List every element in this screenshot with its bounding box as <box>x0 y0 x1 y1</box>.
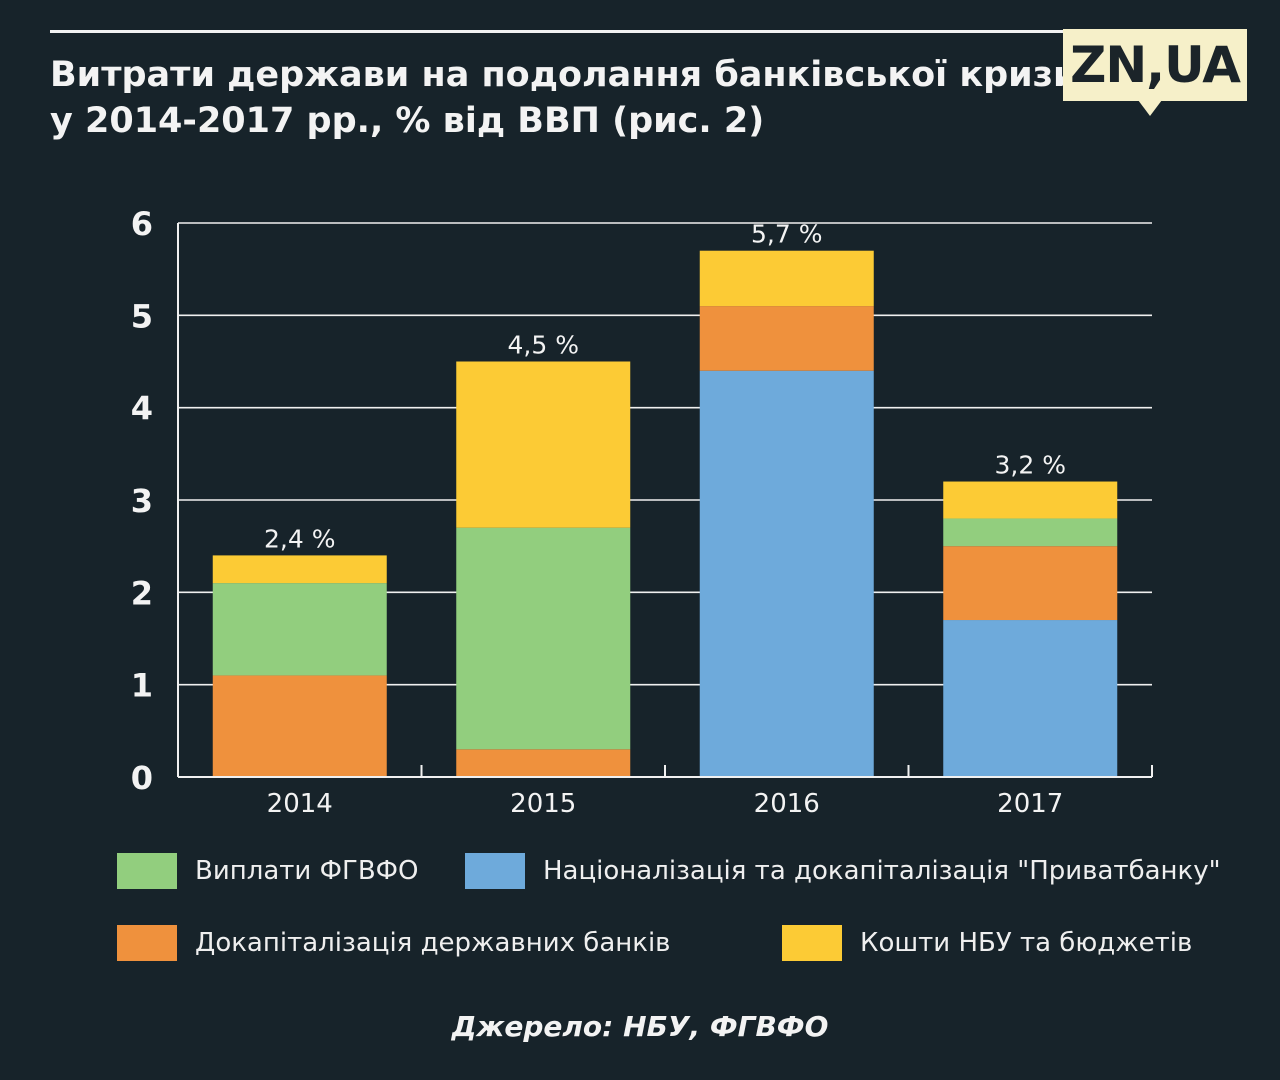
x-tick-label-2014: 2014 <box>267 789 333 819</box>
bar-segment-2014-statebanks <box>212 675 387 777</box>
total-label-2015: 4,5 % <box>508 331 579 360</box>
bar-segment-2016-statebanks <box>699 306 874 371</box>
x-tick-label-2017: 2017 <box>997 789 1063 819</box>
y-tick-label-3: 3 <box>131 482 153 520</box>
chart-title-line-2: у 2014-2017 рр., % від ВВП (рис. 2) <box>50 101 765 141</box>
x-tick-label-2016: 2016 <box>754 789 820 819</box>
legend-label-privatbank: Націоналізація та докапіталізація "Прива… <box>543 856 1221 886</box>
y-tick-label-0: 0 <box>131 759 153 797</box>
x-tick-label-2015: 2015 <box>510 789 576 819</box>
logo-text: ZN,UA <box>1070 36 1241 94</box>
y-tick-label-4: 4 <box>131 390 153 428</box>
bar-segment-2016-nbu <box>699 250 874 307</box>
bar-segment-2014-nbu <box>212 555 387 584</box>
bar-segment-2017-nbu <box>943 481 1118 519</box>
legend-swatch-state-banks <box>117 925 177 961</box>
y-tick-label-1: 1 <box>131 667 153 705</box>
legend-swatch-privatbank <box>465 853 525 889</box>
legend-label-state-banks: Докапіталізація державних банків <box>195 928 671 958</box>
legend-swatch-nbu-budgets <box>782 925 842 961</box>
total-label-2016: 5,7 % <box>751 220 822 249</box>
bar-segment-2014-fgvfo <box>212 583 387 676</box>
bar-segment-2015-statebanks <box>456 749 631 777</box>
total-label-2014: 2,4 % <box>264 524 335 553</box>
legend-label-fgvfo: Виплати ФГВФО <box>195 856 419 886</box>
bar-segment-2016-privat <box>699 370 874 777</box>
logo-speech-tail <box>1138 100 1162 116</box>
legend-label-nbu-budgets: Кошти НБУ та бюджетів <box>860 928 1193 958</box>
bar-segment-2017-fgvfo <box>943 518 1118 547</box>
chart-title: Витрати держави на подолання банківської… <box>50 52 1078 144</box>
top-rule <box>50 30 1063 33</box>
chart-title-line-1: Витрати держави на подолання банківської… <box>50 55 1078 95</box>
bar-segment-2015-fgvfo <box>456 527 631 750</box>
bar-segment-2017-privat <box>943 620 1118 777</box>
source-note: Джерело: НБУ, ФГВФО <box>451 1010 829 1043</box>
bar-segment-2015-nbu <box>456 361 631 528</box>
zn-ua-logo: ZN,UA <box>1063 29 1247 101</box>
total-label-2017: 3,2 % <box>995 451 1066 480</box>
y-tick-label-2: 2 <box>131 574 153 612</box>
y-tick-label-5: 5 <box>131 297 153 335</box>
bar-segment-2017-statebanks <box>943 546 1118 621</box>
y-tick-label-6: 6 <box>131 205 153 243</box>
legend-swatch-fgvfo <box>117 853 177 889</box>
